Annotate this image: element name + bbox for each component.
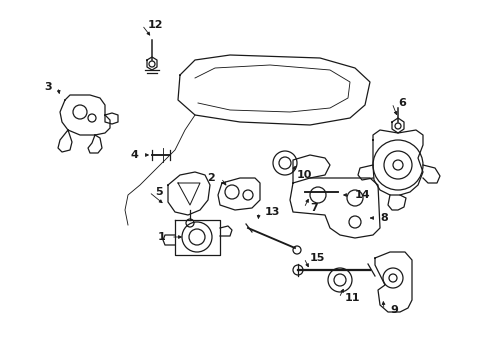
Text: 11: 11 bbox=[345, 293, 360, 303]
Text: 12: 12 bbox=[148, 20, 163, 30]
Text: 2: 2 bbox=[207, 173, 215, 183]
Text: 8: 8 bbox=[379, 213, 387, 223]
Text: 5: 5 bbox=[155, 187, 163, 197]
Text: 6: 6 bbox=[397, 98, 405, 108]
Text: 7: 7 bbox=[309, 203, 317, 213]
Text: 10: 10 bbox=[296, 170, 312, 180]
Text: 1: 1 bbox=[157, 232, 164, 242]
Text: 9: 9 bbox=[389, 305, 397, 315]
Text: 15: 15 bbox=[309, 253, 325, 263]
Text: 4: 4 bbox=[130, 150, 138, 160]
Text: 14: 14 bbox=[354, 190, 370, 200]
Text: 3: 3 bbox=[44, 82, 52, 92]
Text: 13: 13 bbox=[264, 207, 280, 217]
